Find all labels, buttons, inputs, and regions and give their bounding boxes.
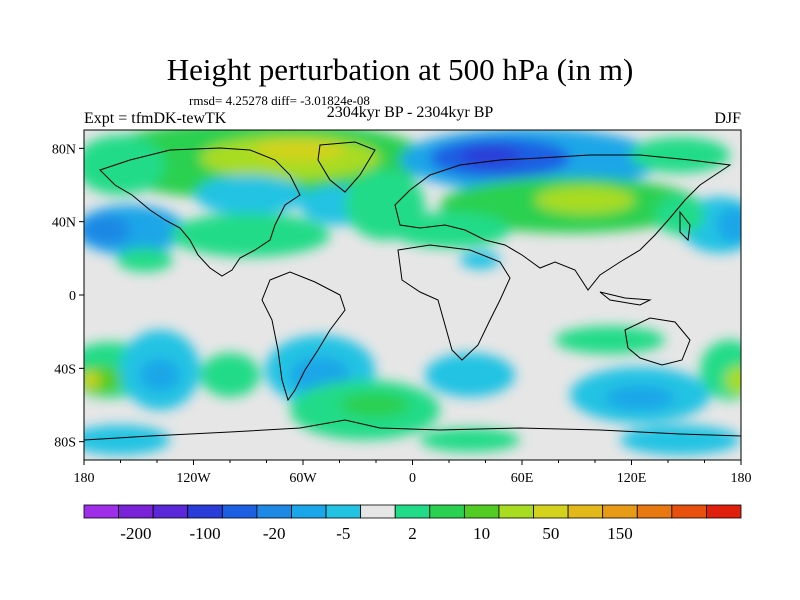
colorbar-swatch bbox=[394, 504, 431, 519]
colorbar-swatch bbox=[706, 504, 742, 519]
lat-label: 80S bbox=[54, 436, 76, 451]
colorbar-swatch bbox=[291, 504, 327, 519]
indonesia-coast bbox=[599, 291, 652, 306]
map-plot bbox=[84, 130, 741, 460]
colorbar-swatch bbox=[152, 504, 189, 519]
colorbar-swatch bbox=[463, 504, 500, 519]
lon-label: 180 bbox=[731, 471, 752, 486]
colorbar-swatch bbox=[671, 504, 707, 519]
australia-coast bbox=[624, 317, 691, 366]
experiment-label: Expt = tfmDK-tewTK bbox=[84, 110, 227, 127]
colorbar-swatch bbox=[533, 504, 569, 519]
colorbar-swatch bbox=[221, 504, 258, 519]
colorbar-swatch bbox=[567, 504, 604, 519]
colorbar-label: 2 bbox=[408, 524, 417, 543]
greenland-coast bbox=[317, 141, 376, 193]
colorbar-swatch bbox=[325, 504, 362, 519]
colorbar: -200 -100 -20 -5 2 10 50 150 bbox=[83, 504, 742, 543]
colorbar-label: -5 bbox=[336, 524, 350, 543]
colorbar-swatch bbox=[187, 504, 223, 519]
colorbar-swatch bbox=[360, 504, 396, 519]
lon-label: 120W bbox=[176, 471, 211, 486]
lat-label: 40S bbox=[54, 362, 76, 377]
stats-label: rmsd= 4.25278 diff= -3.01824e-08 bbox=[189, 93, 370, 108]
colorbar-label: -100 bbox=[189, 524, 220, 543]
colorbar-label: -20 bbox=[263, 524, 286, 543]
eurasia-coast bbox=[394, 154, 732, 291]
axis-ticks bbox=[79, 147, 742, 465]
lon-label: 180 bbox=[74, 471, 95, 486]
lat-label: 0 bbox=[69, 289, 76, 304]
colorbar-swatch bbox=[256, 504, 292, 519]
colorbar-label: 150 bbox=[607, 524, 633, 543]
lon-label: 120E bbox=[617, 471, 647, 486]
africa-coast bbox=[397, 244, 511, 361]
japan-coast bbox=[679, 210, 691, 242]
lon-label: 60W bbox=[289, 471, 317, 486]
colorbar-swatch bbox=[498, 504, 534, 519]
colorbar-label: 50 bbox=[542, 524, 559, 543]
lat-label: 40N bbox=[52, 216, 76, 231]
colorbar-swatch bbox=[602, 504, 638, 519]
season-label: DJF bbox=[714, 110, 741, 127]
map-title: Height perturbation at 500 hPa (in m) bbox=[166, 52, 634, 87]
period-label: 2304kyr BP - 2304kyr BP bbox=[326, 104, 494, 121]
colorbar-label: -200 bbox=[120, 524, 151, 543]
north-america-coast bbox=[99, 147, 301, 277]
coastlines bbox=[84, 141, 741, 441]
south-america-coast bbox=[261, 271, 346, 402]
colorbar-swatch bbox=[83, 504, 119, 519]
colorbar-label: 10 bbox=[473, 524, 490, 543]
colorbar-swatch bbox=[429, 504, 465, 519]
lon-label: 60E bbox=[511, 471, 534, 486]
antarctica-coast bbox=[84, 419, 741, 441]
axis-labels: 80N 40N 0 40S 80S 180 120W 60W 0 60E 120E 180 bbox=[52, 142, 752, 486]
lon-label: 0 bbox=[409, 471, 416, 486]
colorbar-swatch bbox=[636, 504, 673, 519]
lat-label: 80N bbox=[52, 142, 76, 157]
colorbar-swatch bbox=[118, 504, 154, 519]
height-anomaly-field bbox=[84, 130, 741, 455]
